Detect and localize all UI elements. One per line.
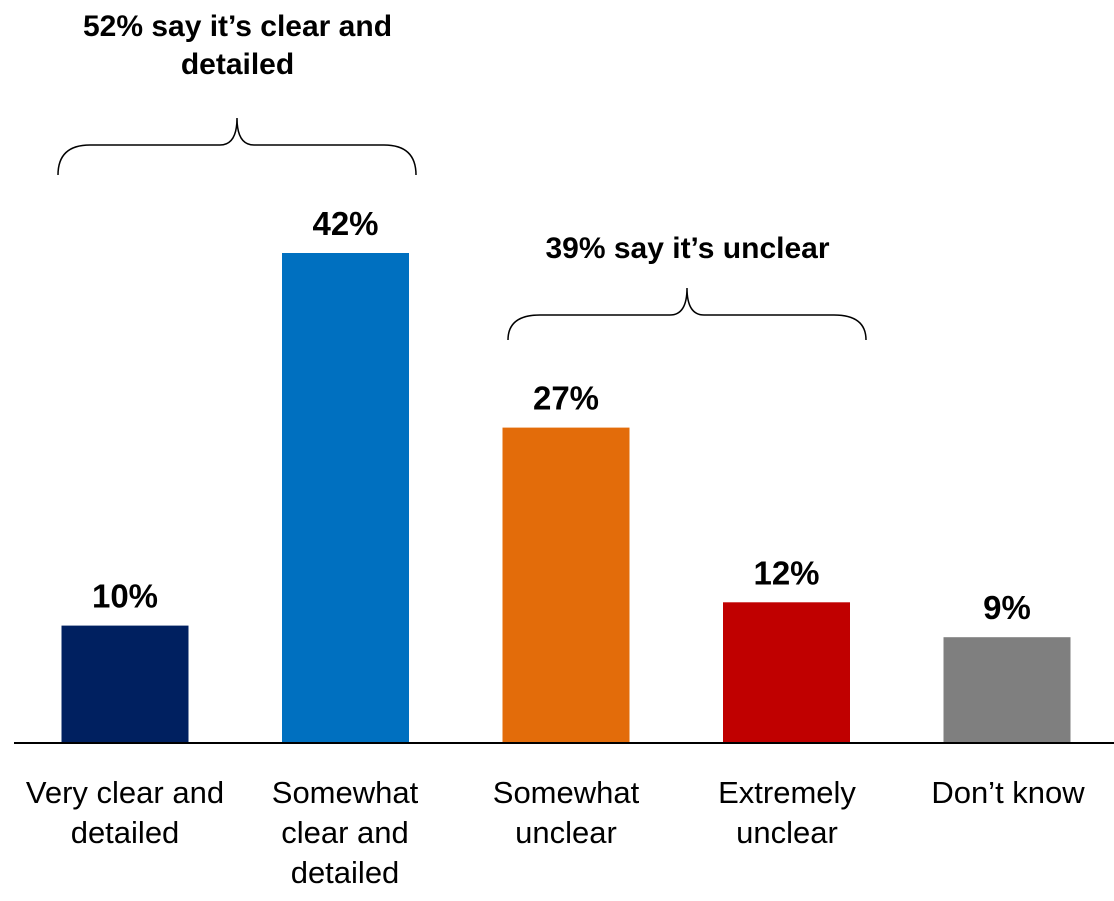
category-label-dont-know: Don’t know [931,775,1085,810]
value-label-extremely-unclear: 12% [753,554,819,591]
value-label-dont-know: 9% [983,589,1031,626]
bracket-clear [57,117,417,176]
bar-dont-know [943,637,1071,742]
value-label-somewhat-unclear: 27% [533,380,599,417]
bar-extremely-unclear [723,602,850,742]
category-label-extremely-unclear: Extremely unclear [718,775,856,850]
category-label-very-clear: Very clear and detailed [25,775,225,850]
bar-somewhat-clear [282,253,409,742]
annotation-unclear: 39% say it’s unclear [545,232,830,265]
value-label-somewhat-clear: 42% [312,205,378,242]
category-label-somewhat-clear: Somewhat clear and detailed [271,775,419,890]
bars-group: 10% 42% 27% 12% 9% [61,205,1071,742]
bracket-unclear [507,287,867,341]
bar-somewhat-unclear [502,427,630,742]
category-label-somewhat-unclear: Somewhat unclear [492,775,640,850]
annotation-clear-and-detailed: 52% say it’s clear and detailed [82,10,393,81]
value-label-very-clear: 10% [92,578,158,615]
bar-very-clear [61,625,189,742]
